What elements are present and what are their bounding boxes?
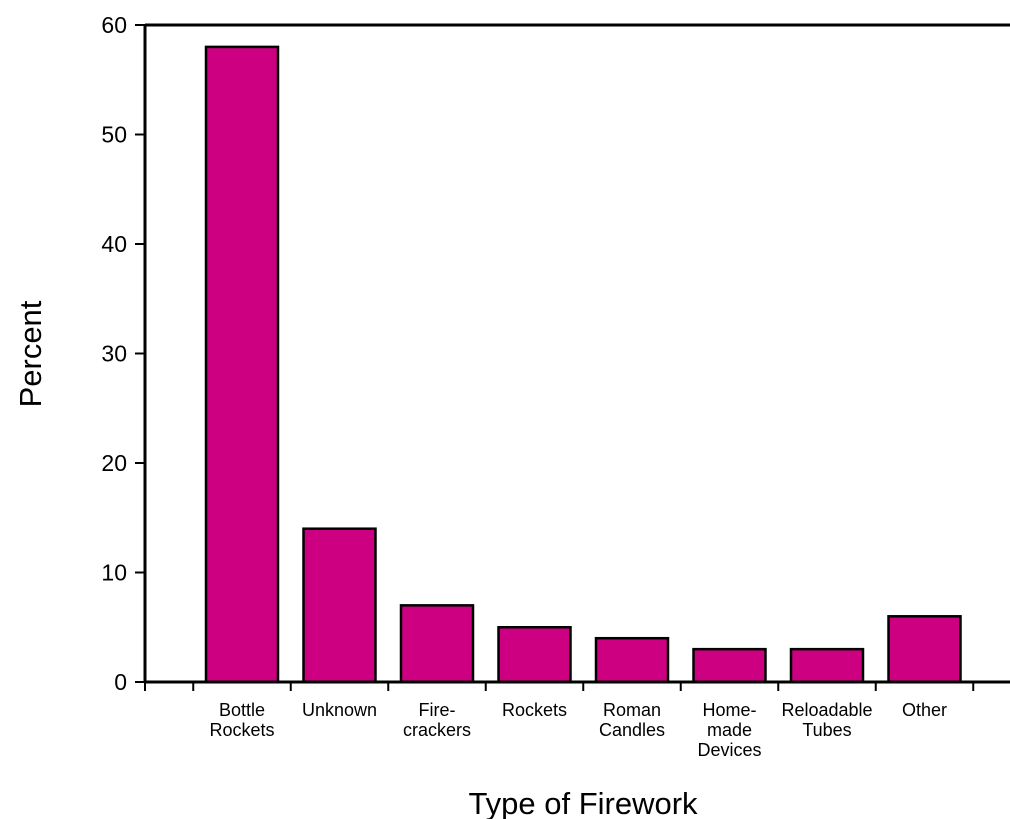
x-category-label-3: Rockets <box>502 700 567 720</box>
x-category-label-5: Home-made Devices <box>697 700 761 760</box>
x-axis-title: Type of Firework <box>468 786 698 819</box>
y-tick-label-4: 40 <box>101 231 127 257</box>
x-category-label-7: Other <box>902 700 947 720</box>
x-category-labels: Bottle Rockets Unknown Fire-crackers Rockets… <box>209 700 947 760</box>
bars-group <box>204 45 962 684</box>
y-tick-label-1: 10 <box>101 560 127 586</box>
bar-4 <box>594 636 670 684</box>
bar-3 <box>497 626 572 684</box>
y-tick-label-3: 30 <box>101 341 127 367</box>
x-category-label-1: Unknown <box>302 700 377 720</box>
bar-5 <box>692 647 767 684</box>
y-tick-label-0: 0 <box>114 669 127 695</box>
x-category-label-2: Fire-crackers <box>403 700 471 740</box>
x-category-label-6: Reloadable Tubes <box>781 700 872 740</box>
y-axis-title: Percent <box>13 300 48 407</box>
y-tick-label-5: 50 <box>101 122 127 148</box>
y-ticks-group: 0 10 20 30 40 50 60 <box>101 12 975 695</box>
bar-7 <box>887 615 962 684</box>
y-tick-label-2: 20 <box>101 450 127 476</box>
y-tick-label-6: 60 <box>101 12 127 38</box>
bar-2 <box>399 604 475 684</box>
x-category-label-4: Roman Candles <box>599 700 665 740</box>
x-category-label-0: Bottle Rockets <box>209 700 274 740</box>
bar-6 <box>789 647 865 684</box>
bar-0 <box>204 45 280 684</box>
bar-1 <box>302 527 377 684</box>
